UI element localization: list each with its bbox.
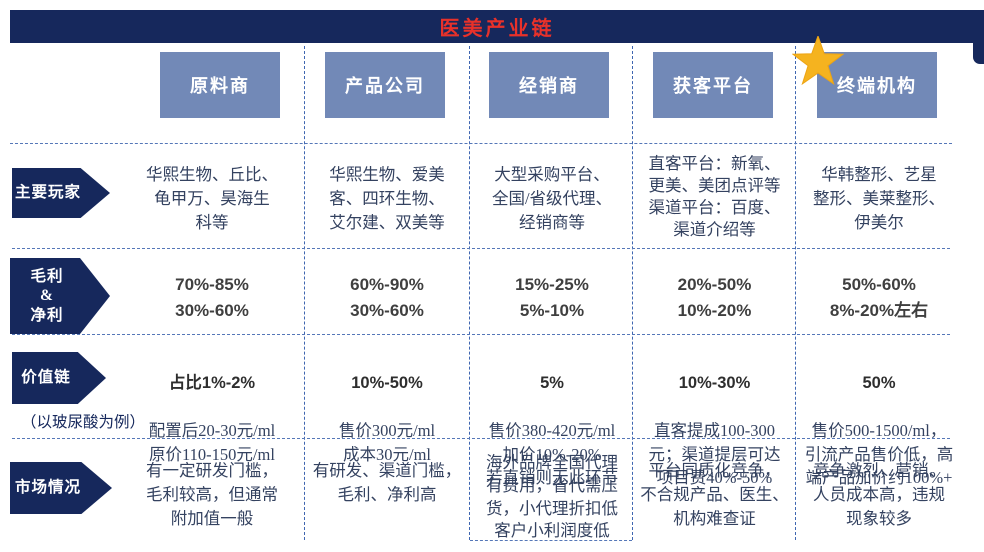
row-divider: [10, 143, 952, 144]
value-chain-example-note: （以玻尿酸为例）: [20, 414, 145, 431]
column-header-customer-platform: 获客平台: [653, 52, 773, 118]
main-players-raw-material: 华熙生物、丘比、 龟甲万、昊海生 科等: [146, 165, 278, 232]
row-divider: [12, 438, 950, 439]
column-header-terminal-institution: 终端机构: [817, 52, 937, 118]
edge-tab: [973, 43, 984, 64]
main-players-terminal-institution: 华韩整形、艺星 整形、美莱整形、 伊美尔: [813, 165, 945, 232]
market-product-company: 有研发、渠道门槛， 毛利、净利高: [312, 461, 462, 504]
market-distributor: 海外品牌全国代理 有费用，省代需压 货，小代理折扣低 客户小利润度低: [486, 453, 618, 541]
margin-terminal-institution: 50%-60% 8%-20%左右: [829, 275, 929, 321]
column-divider: [304, 46, 305, 540]
value-chain-body: 售价500-1500/ml， 引流产品售价低，高 端产品加价约100%+: [804, 421, 954, 488]
value-chain-product-company: 10%-50% 售价300元/ml 成本30元/ml: [302, 349, 472, 490]
value-chain-highlight: 10%-30%: [678, 374, 751, 393]
row-divider: [12, 334, 950, 335]
row-label-gross-net-margin: 毛利 & 净利: [10, 258, 110, 334]
market-customer-platform: 平台同质化竞争， 不合规产品、医生、 机构难查证: [640, 461, 789, 528]
market-raw-material: 有一定研发门槛， 毛利较高，但通常 附加值一般: [146, 461, 278, 528]
column-divider: [795, 46, 796, 540]
column-divider: [632, 46, 633, 540]
value-chain-terminal-institution: 50% 售价500-1500/ml， 引流产品售价低，高 端产品加价约100%+: [794, 349, 964, 513]
header-bar: 医美产业链: [10, 10, 984, 43]
main-players-customer-platform: 直客平台：新氧、 更美、美团点评等 渠道平台：百度、 渠道介绍等: [648, 154, 781, 240]
value-chain-body: 配置后20-30元/ml 原价110-150元/ml: [148, 421, 276, 464]
margin-customer-platform: 20%-50% 10%-20%: [677, 275, 752, 321]
value-chain-highlight: 10%-50%: [351, 374, 423, 393]
row-label-value-chain: 价值链: [12, 352, 106, 404]
main-players-product-company: 华熙生物、爱美 客、四环生物、 艾尔建、双美等: [329, 165, 445, 232]
value-chain-raw-material: 占比1%-2% 配置后20-30元/ml 原价110-150元/ml: [112, 349, 312, 490]
star-icon: [792, 36, 844, 86]
margin-product-company: 60%-90% 30%-60%: [350, 275, 424, 321]
margin-distributor: 15%-25% 5%-10%: [515, 275, 589, 321]
value-chain-distributor: 5% 售价380-420元/ml 加价10%-20% 若直销则无此环节: [470, 349, 634, 513]
value-chain-customer-platform: 10%-30% 直客提成100-300 元；渠道提层可达 项目费40%-50%: [632, 349, 797, 513]
column-divider: [469, 46, 470, 540]
column-header-raw-material: 原料商: [160, 52, 280, 118]
value-chain-body: 售价300元/ml 成本30元/ml: [338, 421, 436, 464]
value-chain-body: 直客提成100-300 元；渠道提层可达 项目费40%-50%: [648, 421, 781, 488]
value-chain-highlight: 5%: [540, 374, 564, 393]
row-divider: [12, 248, 950, 249]
row-label-main-players: 主要玩家: [12, 168, 110, 218]
value-chain-highlight: 50%: [862, 374, 896, 393]
page-title: 医美产业链: [439, 18, 555, 40]
main-players-distributor: 大型采购平台、 全国/省级代理、 经销商等: [491, 165, 613, 232]
row-label-market-condition: 市场情况: [10, 462, 112, 514]
row-divider: [470, 540, 632, 541]
market-terminal-institution: 竞争激烈，营销、 人员成本高，违规 现象较多: [813, 461, 945, 528]
value-chain-highlight: 占比1%-2%: [168, 374, 256, 393]
value-chain-body: 售价380-420元/ml 加价10%-20% 若直销则无此环节: [486, 421, 618, 488]
column-header-distributor: 经销商: [489, 52, 609, 118]
column-header-product-company: 产品公司: [325, 52, 445, 118]
margin-raw-material: 70%-85% 30%-60%: [175, 275, 249, 321]
